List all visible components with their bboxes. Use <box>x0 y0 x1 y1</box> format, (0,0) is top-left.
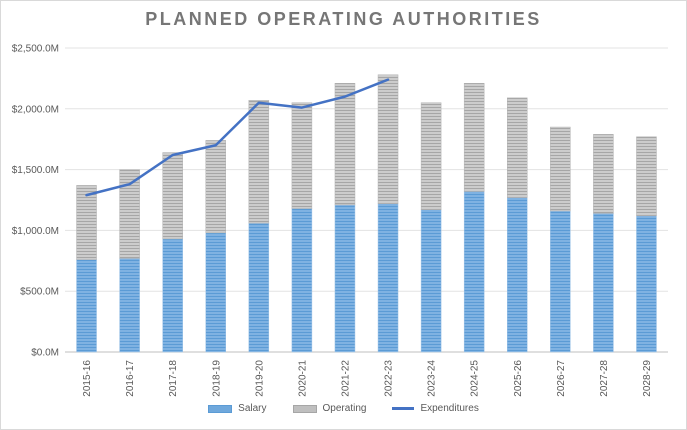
x-tick-label: 2025-26 <box>513 360 524 397</box>
y-tick-label: $1,500.0M <box>12 165 59 176</box>
x-tick-label: 2024-25 <box>470 360 481 397</box>
bar-salary <box>593 213 614 353</box>
y-tick-label: $0.0M <box>31 348 59 359</box>
bar-salary <box>119 258 140 353</box>
x-tick-label: 2020-21 <box>297 360 308 397</box>
x-tick-label: 2018-19 <box>211 360 222 397</box>
bar-operating <box>550 126 571 212</box>
bar-operating <box>593 134 614 214</box>
x-tick-label: 2021-22 <box>340 360 351 397</box>
x-tick-label: 2022-23 <box>384 360 395 397</box>
bar-operating <box>463 83 485 192</box>
bar-salary <box>550 210 571 353</box>
bar-salary <box>507 197 528 353</box>
legend-item-expenditures: Expenditures <box>392 403 479 414</box>
bar-salary <box>76 259 97 353</box>
legend-item-salary: Salary <box>208 403 267 414</box>
legend-label-expenditures: Expenditures <box>420 403 479 414</box>
line-expenditures <box>85 78 390 197</box>
bar-salary <box>377 203 399 353</box>
x-tick-label: 2015-16 <box>82 360 93 397</box>
bar-operating <box>334 83 356 206</box>
x-tick-label: 2026-27 <box>556 360 567 397</box>
bar-operating <box>291 102 313 209</box>
bar-operating <box>205 140 226 234</box>
x-tick-label: 2017-18 <box>168 360 179 397</box>
bar-operating <box>636 136 657 217</box>
bar-operating <box>420 102 442 210</box>
y-tick-label: $1,000.0M <box>12 226 59 237</box>
bar-operating <box>119 169 140 259</box>
legend-label-operating: Operating <box>322 403 367 414</box>
legend-item-operating: Operating <box>292 403 367 414</box>
y-tick-label: $2,500.0M <box>12 44 59 55</box>
x-tick-label: 2016-17 <box>125 360 136 397</box>
bar-salary <box>636 215 657 353</box>
x-tick-label: 2028-29 <box>642 360 653 397</box>
legend-swatch-operating <box>292 404 317 413</box>
y-tick-label: $2,000.0M <box>12 104 59 115</box>
x-tick-label: 2027-28 <box>599 360 610 397</box>
y-tick-label: $500.0M <box>20 287 59 298</box>
bar-salary <box>248 222 270 353</box>
bar-operating <box>162 152 183 240</box>
legend: Salary Operating Expenditures <box>0 403 687 414</box>
bar-salary <box>420 209 442 353</box>
bar-salary <box>463 191 485 353</box>
bar-operating <box>377 74 399 204</box>
chart-title: PLANNED OPERATING AUTHORITIES <box>145 9 542 29</box>
bar-salary <box>162 238 183 353</box>
legend-label-salary: Salary <box>238 403 267 414</box>
x-tick-label: 2019-20 <box>254 360 265 397</box>
x-tick-label: 2023-24 <box>427 360 438 397</box>
legend-swatch-salary <box>208 404 233 413</box>
legend-swatch-expenditures <box>392 407 415 410</box>
bar-salary <box>291 208 313 353</box>
bar-operating <box>248 100 270 224</box>
bar-operating <box>76 185 97 260</box>
bar-salary <box>205 232 226 353</box>
bar-salary <box>334 204 356 353</box>
bar-operating <box>507 97 528 198</box>
